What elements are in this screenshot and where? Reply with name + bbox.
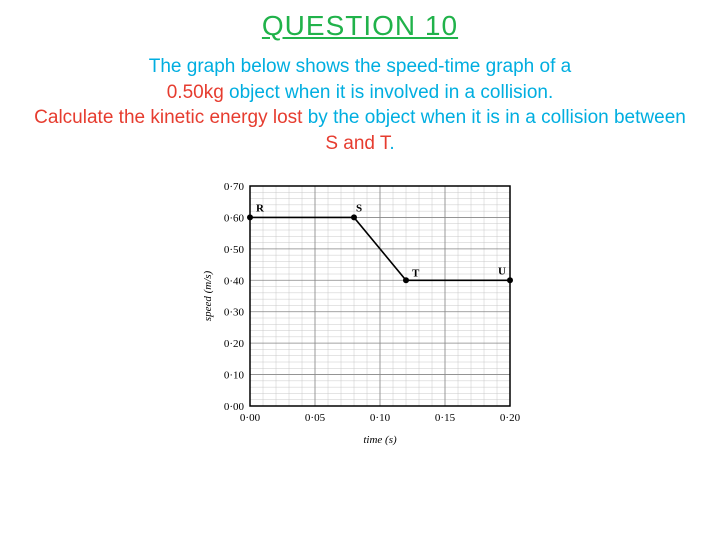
svg-text:time (s): time (s) bbox=[363, 434, 397, 446]
svg-text:0·05: 0·05 bbox=[305, 412, 326, 424]
svg-text:0·10: 0·10 bbox=[224, 369, 245, 381]
svg-text:0·50: 0·50 bbox=[224, 243, 245, 255]
svg-text:0·40: 0·40 bbox=[224, 275, 245, 287]
svg-text:S: S bbox=[356, 202, 362, 214]
svg-text:0·10: 0·10 bbox=[370, 412, 391, 424]
svg-text:0·70: 0·70 bbox=[224, 181, 245, 193]
q-frag: . bbox=[389, 133, 394, 154]
svg-text:U: U bbox=[498, 265, 506, 277]
svg-text:0·15: 0·15 bbox=[435, 412, 456, 424]
q-interval: S and T bbox=[325, 133, 389, 154]
svg-text:0·00: 0·00 bbox=[224, 401, 245, 413]
q-action: Calculate the kinetic energy lost bbox=[34, 107, 302, 128]
svg-text:speed (m/s): speed (m/s) bbox=[202, 270, 214, 321]
svg-text:T: T bbox=[412, 267, 420, 279]
question-text: The graph below shows the speed-time gra… bbox=[30, 54, 690, 157]
q-mass: 0.50kg bbox=[167, 82, 224, 103]
svg-text:0·20: 0·20 bbox=[500, 412, 521, 424]
svg-text:0·60: 0·60 bbox=[224, 212, 245, 224]
svg-text:0·30: 0·30 bbox=[224, 306, 245, 318]
q-frag: The graph below shows the speed-time gra… bbox=[149, 56, 571, 77]
speed-time-chart: 0·00 0·05 0·10 0·15 0·20 0·00 0·10 0·20 0·30 0·40… bbox=[0, 171, 720, 456]
svg-text:0·20: 0·20 bbox=[224, 338, 245, 350]
svg-text:0·00: 0·00 bbox=[240, 412, 261, 424]
q-frag: by the object when it is in a collision … bbox=[308, 107, 686, 128]
svg-text:R: R bbox=[256, 202, 265, 214]
page-title: QUESTION 10 bbox=[0, 10, 720, 42]
q-frag: object when it is involved in a collisio… bbox=[229, 82, 553, 103]
